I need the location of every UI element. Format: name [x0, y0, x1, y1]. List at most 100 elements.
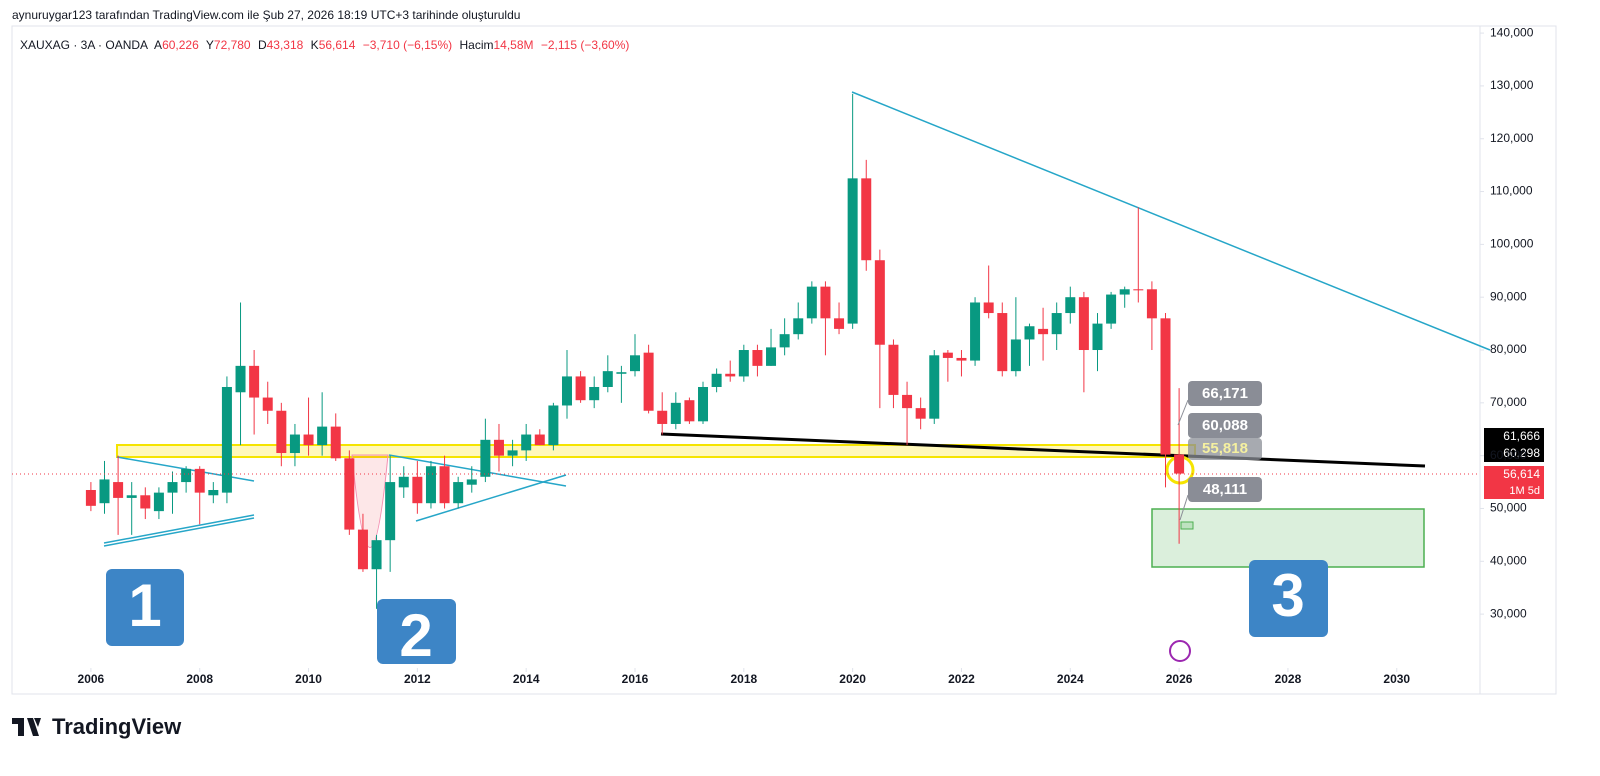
pink-curve	[351, 454, 389, 548]
candle-body	[915, 408, 926, 419]
candle-body	[997, 313, 1008, 372]
candle-body	[317, 426, 328, 446]
x-tick-label: 2008	[186, 672, 213, 686]
candle-body	[752, 350, 763, 366]
candle-body	[276, 410, 287, 454]
candle-body	[289, 434, 300, 454]
candle-body	[208, 489, 219, 496]
small-box	[1180, 521, 1194, 530]
candle-body	[235, 365, 246, 393]
key: K	[311, 38, 319, 52]
candle-body	[902, 394, 913, 409]
candle-body	[453, 482, 464, 504]
candle-body	[493, 439, 504, 456]
candle-body	[262, 397, 273, 411]
candle-body	[834, 318, 845, 329]
candle-body	[589, 386, 600, 401]
x-tick-label: 2014	[513, 672, 540, 686]
candle-body	[167, 482, 178, 493]
marker-label: 2	[399, 602, 432, 669]
y-tick-label: 100,000	[1490, 237, 1534, 251]
candle-body	[153, 492, 164, 512]
candle-body	[575, 376, 586, 401]
candle-body	[1051, 313, 1062, 335]
candle-body	[561, 376, 572, 406]
candles	[85, 93, 1185, 609]
candle-body	[1078, 297, 1089, 351]
marker-box	[106, 569, 184, 646]
callout-label: 55,818	[1202, 440, 1248, 457]
support-line	[660, 432, 1426, 468]
candle-body	[330, 426, 341, 459]
candle-body	[643, 352, 654, 411]
price-tag	[1484, 445, 1544, 462]
change: −3,710 (−6,15%)	[363, 38, 452, 52]
candle-body	[602, 371, 613, 387]
marker-box	[377, 599, 456, 664]
candle-body	[874, 260, 885, 345]
value: 72,780	[214, 38, 251, 52]
candle-body	[779, 334, 790, 348]
candle-body	[548, 405, 559, 446]
brand-logo: TradingView	[12, 714, 182, 739]
candle-body	[439, 466, 450, 504]
candle-body	[398, 476, 409, 488]
candle-body	[942, 352, 953, 358]
candle-body	[357, 529, 368, 570]
candle-body	[140, 495, 151, 509]
candle-body	[99, 479, 110, 504]
candle-body	[861, 178, 872, 261]
caption: aynuruygar123 tarafından TradingView.com…	[12, 8, 520, 22]
candle-body	[657, 410, 668, 424]
candle-body	[698, 386, 709, 422]
y-tick-label: 60,000	[1490, 448, 1527, 462]
candle-body	[956, 357, 967, 361]
y-tick-label: 80,000	[1490, 342, 1527, 356]
key: A	[154, 38, 162, 52]
key: Hacim	[459, 38, 493, 52]
candle-body	[221, 386, 232, 493]
candle-body	[711, 373, 722, 387]
candle-body	[194, 468, 205, 493]
x-tick-label: 2018	[730, 672, 757, 686]
price-tag-label: 61,666	[1503, 429, 1540, 443]
x-tick-label: 2012	[404, 672, 431, 686]
marker-label: 3	[1271, 562, 1304, 629]
x-tick-label: 2016	[622, 672, 649, 686]
chart-frame	[11, 25, 1557, 695]
candle-body	[249, 365, 260, 398]
x-tick-label: 2010	[295, 672, 322, 686]
y-tick-label: 40,000	[1490, 553, 1527, 567]
header: XAUXAG · 3A · OANDA A60,226 Y72,780 D43,…	[20, 38, 629, 52]
key: Y	[206, 38, 214, 52]
candle-body	[766, 347, 777, 366]
price-tag	[1484, 466, 1544, 499]
x-tick-label: 2022	[948, 672, 975, 686]
candle-body	[847, 178, 858, 324]
countdown: 1M 5d	[1509, 485, 1540, 497]
callout-label: 60,088	[1202, 417, 1248, 434]
x-tick-label: 2024	[1057, 672, 1084, 686]
candle-body	[480, 439, 491, 477]
candle-body	[970, 302, 981, 361]
y-tick-label: 140,000	[1490, 25, 1534, 39]
y-tick-label: 110,000	[1490, 184, 1533, 198]
y-tick-label: 130,000	[1490, 78, 1534, 92]
callout-box	[1188, 381, 1262, 406]
callout-box	[1188, 477, 1262, 502]
candle-body	[670, 402, 681, 424]
y-tick-label: 120,000	[1490, 131, 1534, 145]
callout-label: 66,171	[1202, 385, 1248, 402]
key: D	[258, 38, 267, 52]
candle-body	[1010, 339, 1021, 372]
value: 43,318	[267, 38, 304, 52]
candle-body	[181, 468, 192, 483]
x-tick-label: 2026	[1166, 672, 1193, 686]
marker-label: 1	[128, 572, 161, 639]
event-icon[interactable]	[1169, 640, 1191, 662]
trendlines	[103, 91, 1491, 547]
candle-body	[1174, 454, 1185, 474]
candle-body	[385, 482, 396, 541]
candle-body	[1119, 289, 1130, 295]
